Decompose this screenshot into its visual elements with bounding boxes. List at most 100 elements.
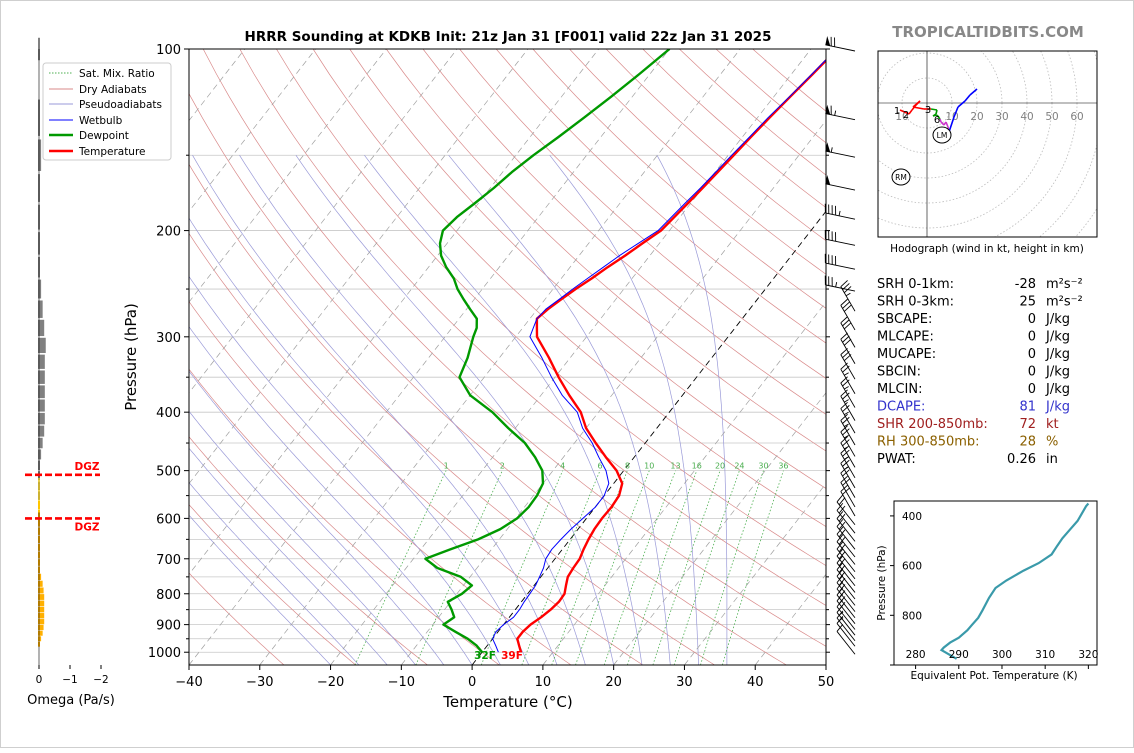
mixing-ratio-label: 24 [734,462,744,471]
pseudoadiabat-line [550,155,699,665]
dry-adiabat-line [496,49,1134,665]
index-unit: J/kg [1045,312,1070,327]
theta-e-x-tick-label: 290 [949,649,969,661]
hodograph-height-label: 1 [894,106,900,117]
x-axis-label: Temperature (°C) [442,693,572,711]
mixing-ratio-label: 36 [778,462,788,471]
index-value: 0 [1028,312,1036,327]
index-unit: m²s⁻² [1046,277,1083,292]
sounding-traces [425,49,837,652]
legend: Sat. Mix. Ratio Dry Adiabats Pseudoadiab… [43,63,171,160]
dry-adiabat-line [130,49,715,665]
hodograph-ring-label: 30 [995,111,1008,123]
omega-bar [38,631,43,636]
omega-bar [38,280,41,299]
legend-entry-pseudoadiabats: Pseudoadiabats [79,99,162,111]
omega-bar [38,139,41,170]
isobars [189,49,826,665]
indices-row: RH 300-850mb:28% [877,435,1058,450]
theta-e-x-tick-label: 300 [992,649,1012,661]
isotherm-line [543,49,1023,665]
mixing-ratio-lines [355,471,783,665]
y-tick-label: 200 [156,225,181,240]
chart-title: HRRR Sounding at KDKB Init: 21z Jan 31 [… [245,29,772,45]
legend-entry-dry-adiabats: Dry Adiabats [79,84,147,96]
mixing-ratio-label: 2 [500,462,505,471]
storm-motion-label: LM [937,131,948,140]
theta-e-x-label: Equivalent Pot. Temperature (K) [910,670,1077,682]
index-label: SRH 0-1km: [877,277,954,292]
index-label: MLCIN: [877,382,922,397]
barb-staff [837,607,855,630]
index-unit: J/kg [1045,347,1070,362]
y-axis-label: Pressure (hPa) [122,303,140,411]
barb-half [844,412,848,415]
omega-bar [38,300,43,317]
hodograph-ring-label: 20 [970,111,983,123]
temperature-trace [517,49,837,652]
index-value: 25 [1019,295,1036,310]
wind-barb [841,476,855,507]
index-value: 28 [1019,435,1036,450]
hodograph-segment [965,95,970,101]
index-label: MUCAPE: [877,347,936,362]
pseudoadiabats [1,155,727,665]
isotherm-line [1,49,32,665]
y-tick-label: 400 [156,406,181,421]
hodograph-ring-label: 60 [1070,111,1083,123]
barb-half [831,147,832,152]
wind-barb [841,390,855,421]
omega-tick-label: −1 [62,674,77,686]
mixing-ratio-line [627,471,696,665]
dry-adiabat-line [167,49,787,665]
wind-barb [841,447,855,478]
legend-entry-mixing-ratio: Sat. Mix. Ratio [79,68,155,80]
index-label: SRH 0-3km: [877,295,954,310]
index-value: 0 [1028,347,1036,362]
mixing-ratio-label: 20 [715,462,725,471]
hodograph-height-label: 2 [903,110,909,121]
index-value: 81 [1019,400,1036,415]
index-label: SHR 200-850mb: [877,417,988,432]
wind-barb [841,348,855,379]
hodograph-caption: Hodograph (wind in kt, height in km) [890,243,1084,255]
isotherm-line [189,49,669,665]
mixing-ratio-line [604,471,675,665]
indices-row: MUCAPE: 0 J/kg [877,347,1070,362]
index-unit: % [1046,435,1058,450]
x-tick-label: 0 [468,675,476,690]
isotherm-line [118,49,598,665]
index-value: 0 [1028,330,1036,345]
dgz-label: DGZ [75,461,100,473]
mixing-ratio-line [722,471,783,665]
dry-adiabat-line [93,49,643,665]
index-value: 0 [1028,382,1036,397]
index-value: 72 [1019,417,1036,432]
theta-e-x-tick-label: 320 [1078,649,1098,661]
barb-staff [837,618,855,641]
pseudoadiabat-line [38,155,416,665]
index-label: DCAPE: [877,400,925,415]
wind-barb [825,230,855,245]
skewt-frame [189,49,826,665]
isotherm-line [826,49,1134,665]
wind-barb [825,254,855,269]
y-tick-label: 700 [156,553,181,568]
mixing-ratio-line [355,471,446,665]
mixing-ratio-label: 16 [692,462,702,471]
surface-dewpoint-label: 32F [474,650,496,662]
theta-e-y-tick-label: 800 [902,610,922,622]
theta-e-line [942,504,1089,659]
legend-entry-temperature: Temperature [78,146,146,158]
index-unit: J/kg [1045,330,1070,345]
